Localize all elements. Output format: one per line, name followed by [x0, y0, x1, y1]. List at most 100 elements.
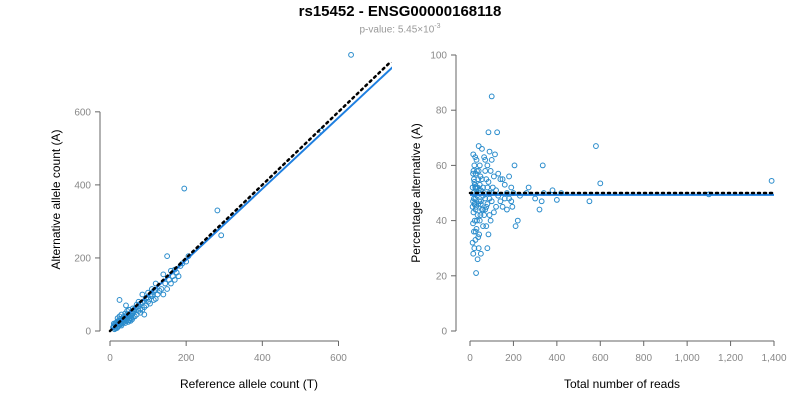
- data-point: [477, 201, 484, 207]
- data-point: [139, 306, 146, 313]
- data-point: [473, 203, 479, 210]
- data-point: [490, 209, 497, 216]
- data-point: [474, 256, 481, 263]
- data-point: [549, 187, 556, 194]
- y-axis-label: Percentage alternative (A): [409, 123, 423, 262]
- data-point: [481, 154, 488, 161]
- data-point: [479, 176, 485, 183]
- data-point: [168, 280, 174, 287]
- panel-percentage-alternative: 0 200 400 600 800 1,000 1,200 1,400 0 20 40 60 80 100…: [409, 51, 787, 392]
- data-point: [158, 286, 165, 292]
- x-tick-label: 200: [178, 353, 195, 364]
- data-point: [486, 195, 493, 202]
- data-point: [593, 143, 599, 149]
- data-point: [597, 180, 604, 187]
- data-point: [495, 170, 502, 177]
- y-tick-label: 0: [85, 327, 91, 338]
- data-point: [499, 176, 506, 183]
- data-point: [494, 129, 501, 136]
- data-point: [481, 212, 488, 218]
- data-point: [499, 203, 506, 210]
- data-point: [473, 270, 479, 276]
- data-point: [488, 156, 495, 163]
- data-point: [470, 209, 477, 216]
- data-point: [485, 179, 492, 185]
- data-point: [480, 206, 486, 213]
- data-point: [484, 162, 491, 169]
- data-point: [586, 198, 593, 205]
- data-point: [488, 93, 495, 100]
- y-axis-label: Alternative allele count (A): [49, 129, 63, 269]
- data-point: [768, 177, 775, 184]
- data-point: [470, 168, 477, 174]
- data-point: [472, 184, 479, 191]
- data-point: [471, 245, 478, 252]
- data-point: [501, 195, 508, 202]
- data-point: [171, 276, 178, 283]
- x-tick-label: 600: [592, 353, 609, 364]
- data-point: [484, 184, 491, 191]
- data-point: [474, 217, 480, 224]
- data-point: [471, 195, 477, 202]
- x-tick-label: 1,000: [675, 353, 700, 364]
- data-point: [511, 162, 518, 169]
- data-point: [508, 184, 515, 191]
- data-point: [514, 217, 521, 224]
- data-point: [476, 231, 483, 238]
- y-tick-label: 600: [74, 107, 91, 118]
- data-point: [532, 195, 539, 202]
- data-point: [470, 151, 477, 158]
- data-point: [487, 217, 494, 224]
- data-point: [164, 286, 171, 292]
- data-point: [471, 176, 477, 183]
- panel-allele-counts: 0 200 400 600 0 200 400 600 Reference allele cou…: [49, 51, 392, 391]
- x-tick-label: 200: [505, 353, 522, 364]
- data-point: [487, 168, 494, 174]
- data-point: [493, 203, 499, 210]
- data-point: [469, 239, 476, 246]
- y-tick-label: 0: [441, 327, 447, 338]
- data-point: [164, 253, 171, 260]
- data-point: [482, 168, 489, 174]
- data-point: [538, 198, 545, 205]
- data-point: [482, 206, 489, 213]
- data-point: [472, 228, 479, 235]
- data-point: [472, 237, 479, 243]
- chart-title: rs15452 - ENSG00000168118: [298, 3, 502, 20]
- data-point: [139, 291, 146, 298]
- data-point: [474, 168, 480, 174]
- data-point: [484, 245, 491, 252]
- x-tick-label: 600: [330, 353, 347, 364]
- x-tick-label: 400: [549, 353, 566, 364]
- data-point: [175, 273, 182, 280]
- data-point: [536, 206, 543, 213]
- data-point: [492, 151, 498, 158]
- data-point: [129, 316, 135, 323]
- data-point: [123, 317, 130, 324]
- data-point: [477, 250, 484, 257]
- fit-line: [109, 66, 392, 332]
- data-point: [476, 162, 483, 169]
- data-point: [474, 212, 481, 218]
- data-point: [508, 198, 515, 205]
- x-tick-label: 1,200: [718, 353, 743, 364]
- data-point: [473, 156, 480, 163]
- data-point: [506, 173, 512, 180]
- data-point: [483, 223, 490, 230]
- x-tick-label: 800: [635, 353, 652, 364]
- data-point: [470, 220, 476, 227]
- y-tick-label: 40: [436, 216, 448, 227]
- data-point: [162, 280, 169, 287]
- data-point: [497, 198, 504, 205]
- data-point: [497, 176, 504, 183]
- data-point: [485, 129, 492, 136]
- data-point: [218, 232, 225, 239]
- x-axis-label: Total number of reads: [564, 377, 680, 391]
- y-tick-label: 400: [74, 180, 91, 191]
- data-point: [539, 162, 546, 169]
- x-axis-label: Reference allele count (T): [180, 377, 318, 391]
- data-point: [553, 197, 560, 203]
- p-value-text: p-value: 5.45×10: [359, 24, 435, 36]
- data-point: [477, 212, 484, 218]
- y-tick-label: 100: [430, 51, 447, 62]
